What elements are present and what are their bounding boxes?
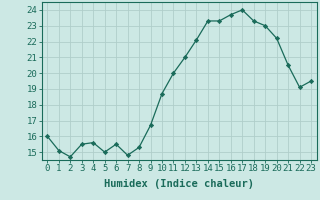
X-axis label: Humidex (Indice chaleur): Humidex (Indice chaleur) xyxy=(104,179,254,189)
